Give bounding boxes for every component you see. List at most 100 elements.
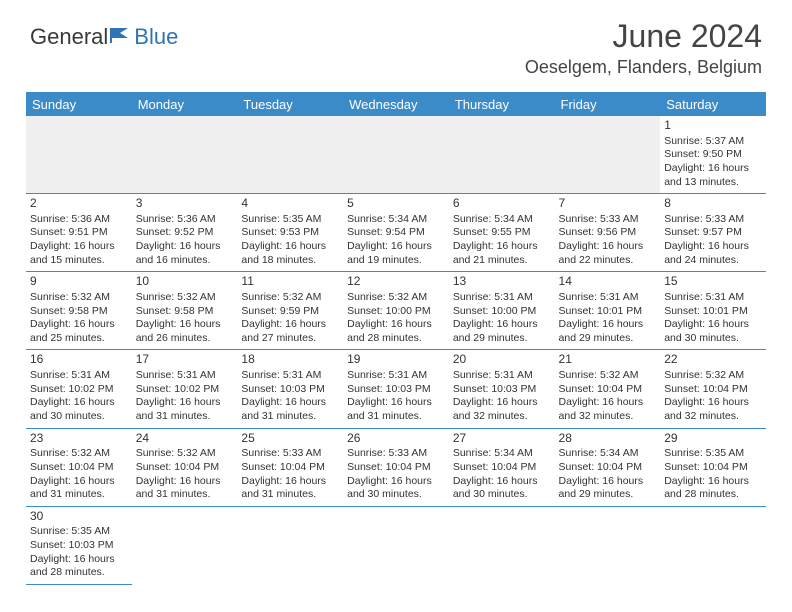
sunset-text: Sunset: 10:04 PM xyxy=(664,383,762,397)
day-cell: 5Sunrise: 5:34 AMSunset: 9:54 PMDaylight… xyxy=(343,194,449,272)
dl2-text: and 30 minutes. xyxy=(453,488,551,502)
day-cell: 3Sunrise: 5:36 AMSunset: 9:52 PMDaylight… xyxy=(132,194,238,272)
dl2-text: and 31 minutes. xyxy=(136,410,234,424)
sunset-text: Sunset: 9:59 PM xyxy=(241,305,339,319)
sunrise-text: Sunrise: 5:31 AM xyxy=(347,369,445,383)
dl2-text: and 32 minutes. xyxy=(453,410,551,424)
dl2-text: and 29 minutes. xyxy=(453,332,551,346)
day-number: 9 xyxy=(30,274,128,290)
sunrise-text: Sunrise: 5:32 AM xyxy=(347,291,445,305)
day-cell xyxy=(237,116,343,194)
sunrise-text: Sunrise: 5:33 AM xyxy=(347,447,445,461)
sunrise-text: Sunrise: 5:35 AM xyxy=(664,447,762,461)
sunset-text: Sunset: 10:03 PM xyxy=(241,383,339,397)
dl1-text: Daylight: 16 hours xyxy=(559,240,657,254)
day-number: 18 xyxy=(241,352,339,368)
dl1-text: Daylight: 16 hours xyxy=(453,240,551,254)
dl1-text: Daylight: 16 hours xyxy=(241,475,339,489)
dl1-text: Daylight: 16 hours xyxy=(241,318,339,332)
week-row: 9Sunrise: 5:32 AMSunset: 9:58 PMDaylight… xyxy=(26,272,766,350)
day-number: 14 xyxy=(559,274,657,290)
dl2-text: and 19 minutes. xyxy=(347,254,445,268)
dl2-text: and 28 minutes. xyxy=(30,566,128,580)
sunrise-text: Sunrise: 5:31 AM xyxy=(453,291,551,305)
day-cell: 14Sunrise: 5:31 AMSunset: 10:01 PMDaylig… xyxy=(555,272,661,350)
sunrise-text: Sunrise: 5:36 AM xyxy=(136,213,234,227)
day-number: 16 xyxy=(30,352,128,368)
day-number: 5 xyxy=(347,196,445,212)
sunrise-text: Sunrise: 5:34 AM xyxy=(453,213,551,227)
day-cell xyxy=(26,116,132,194)
dl2-text: and 31 minutes. xyxy=(136,488,234,502)
day-number: 29 xyxy=(664,431,762,447)
day-number: 3 xyxy=(136,196,234,212)
dl1-text: Daylight: 16 hours xyxy=(664,318,762,332)
sunset-text: Sunset: 10:04 PM xyxy=(664,461,762,475)
dayname-thursday: Thursday xyxy=(449,92,555,116)
day-cell: 10Sunrise: 5:32 AMSunset: 9:58 PMDayligh… xyxy=(132,272,238,350)
sunrise-text: Sunrise: 5:35 AM xyxy=(241,213,339,227)
day-number: 20 xyxy=(453,352,551,368)
sunrise-text: Sunrise: 5:32 AM xyxy=(30,447,128,461)
calendar-table: Sunday Monday Tuesday Wednesday Thursday… xyxy=(26,92,766,585)
dl2-text: and 26 minutes. xyxy=(136,332,234,346)
sunrise-text: Sunrise: 5:33 AM xyxy=(664,213,762,227)
day-number: 10 xyxy=(136,274,234,290)
day-cell: 22Sunrise: 5:32 AMSunset: 10:04 PMDaylig… xyxy=(660,350,766,428)
dl2-text: and 29 minutes. xyxy=(559,332,657,346)
dl1-text: Daylight: 16 hours xyxy=(559,475,657,489)
dl2-text: and 29 minutes. xyxy=(559,488,657,502)
day-cell xyxy=(343,116,449,194)
sunset-text: Sunset: 10:00 PM xyxy=(453,305,551,319)
day-cell: 29Sunrise: 5:35 AMSunset: 10:04 PMDaylig… xyxy=(660,428,766,506)
sunset-text: Sunset: 9:55 PM xyxy=(453,226,551,240)
dl2-text: and 32 minutes. xyxy=(559,410,657,424)
dl2-text: and 25 minutes. xyxy=(30,332,128,346)
dl1-text: Daylight: 16 hours xyxy=(347,475,445,489)
dl1-text: Daylight: 16 hours xyxy=(136,396,234,410)
sunrise-text: Sunrise: 5:32 AM xyxy=(664,369,762,383)
dl1-text: Daylight: 16 hours xyxy=(347,318,445,332)
brand-text-blue: Blue xyxy=(134,24,178,50)
sunrise-text: Sunrise: 5:32 AM xyxy=(136,291,234,305)
sunset-text: Sunset: 10:03 PM xyxy=(453,383,551,397)
dl2-text: and 31 minutes. xyxy=(30,488,128,502)
flag-icon xyxy=(110,26,132,44)
day-cell: 25Sunrise: 5:33 AMSunset: 10:04 PMDaylig… xyxy=(237,428,343,506)
dl1-text: Daylight: 16 hours xyxy=(136,318,234,332)
day-cell: 7Sunrise: 5:33 AMSunset: 9:56 PMDaylight… xyxy=(555,194,661,272)
dl1-text: Daylight: 16 hours xyxy=(453,475,551,489)
header: General Blue June 2024 Oeselgem, Flander… xyxy=(0,0,792,86)
sunset-text: Sunset: 9:53 PM xyxy=(241,226,339,240)
sunset-text: Sunset: 10:02 PM xyxy=(136,383,234,397)
dayname-friday: Friday xyxy=(555,92,661,116)
day-cell: 13Sunrise: 5:31 AMSunset: 10:00 PMDaylig… xyxy=(449,272,555,350)
calendar-body: 1Sunrise: 5:37 AMSunset: 9:50 PMDaylight… xyxy=(26,116,766,584)
sunrise-text: Sunrise: 5:32 AM xyxy=(559,369,657,383)
sunrise-text: Sunrise: 5:31 AM xyxy=(30,369,128,383)
week-row: 2Sunrise: 5:36 AMSunset: 9:51 PMDaylight… xyxy=(26,194,766,272)
sunrise-text: Sunrise: 5:31 AM xyxy=(664,291,762,305)
day-number: 12 xyxy=(347,274,445,290)
sunset-text: Sunset: 10:04 PM xyxy=(347,461,445,475)
day-cell: 18Sunrise: 5:31 AMSunset: 10:03 PMDaylig… xyxy=(237,350,343,428)
day-number: 21 xyxy=(559,352,657,368)
dl1-text: Daylight: 16 hours xyxy=(559,318,657,332)
day-number: 22 xyxy=(664,352,762,368)
dl1-text: Daylight: 16 hours xyxy=(30,553,128,567)
sunrise-text: Sunrise: 5:34 AM xyxy=(559,447,657,461)
title-block: June 2024 Oeselgem, Flanders, Belgium xyxy=(525,18,762,78)
day-number: 28 xyxy=(559,431,657,447)
dl1-text: Daylight: 16 hours xyxy=(664,162,762,176)
dl1-text: Daylight: 16 hours xyxy=(453,318,551,332)
day-cell xyxy=(132,116,238,194)
day-cell xyxy=(449,116,555,194)
day-cell xyxy=(237,506,343,584)
dl1-text: Daylight: 16 hours xyxy=(347,396,445,410)
sunrise-text: Sunrise: 5:31 AM xyxy=(559,291,657,305)
dl1-text: Daylight: 16 hours xyxy=(664,240,762,254)
sunrise-text: Sunrise: 5:35 AM xyxy=(30,525,128,539)
dl2-text: and 13 minutes. xyxy=(664,176,762,190)
dl2-text: and 28 minutes. xyxy=(347,332,445,346)
day-number: 26 xyxy=(347,431,445,447)
